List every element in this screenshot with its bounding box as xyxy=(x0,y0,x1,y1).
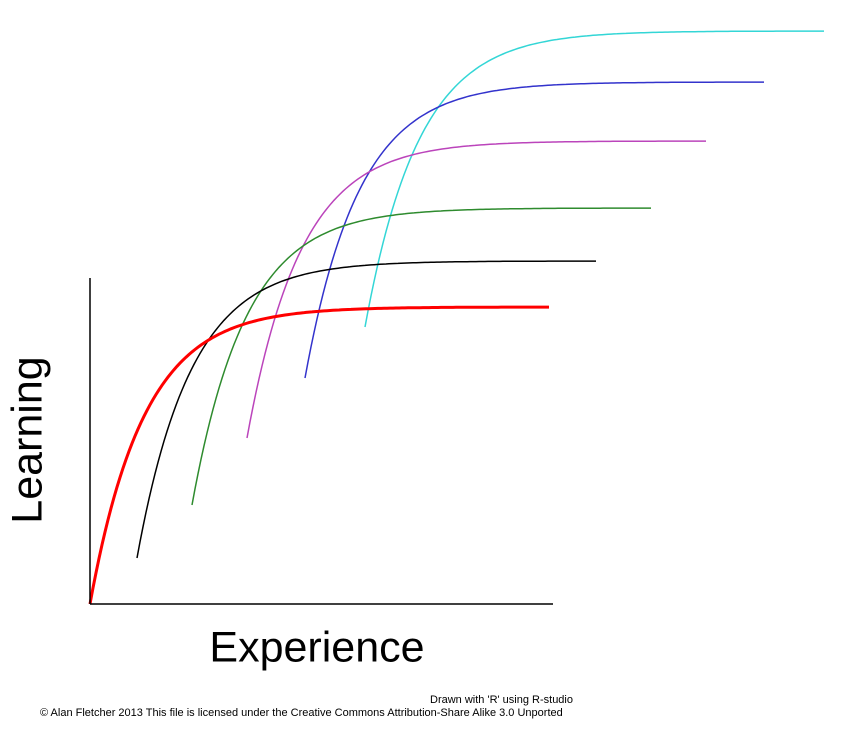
x-axis-title: Experience xyxy=(209,623,424,671)
credit: © Alan Fletcher 2013 This file is licens… xyxy=(40,707,563,719)
learning-curve xyxy=(246,140,706,439)
y-axis-title: Learning xyxy=(3,356,51,523)
learning-curve xyxy=(364,30,824,328)
curves xyxy=(88,30,824,605)
learning-curve xyxy=(191,207,651,506)
learning-curve xyxy=(88,305,549,605)
credit: Drawn with 'R' using R-studio xyxy=(430,694,573,706)
learning-curve xyxy=(136,260,596,559)
learning-curve xyxy=(304,81,764,379)
